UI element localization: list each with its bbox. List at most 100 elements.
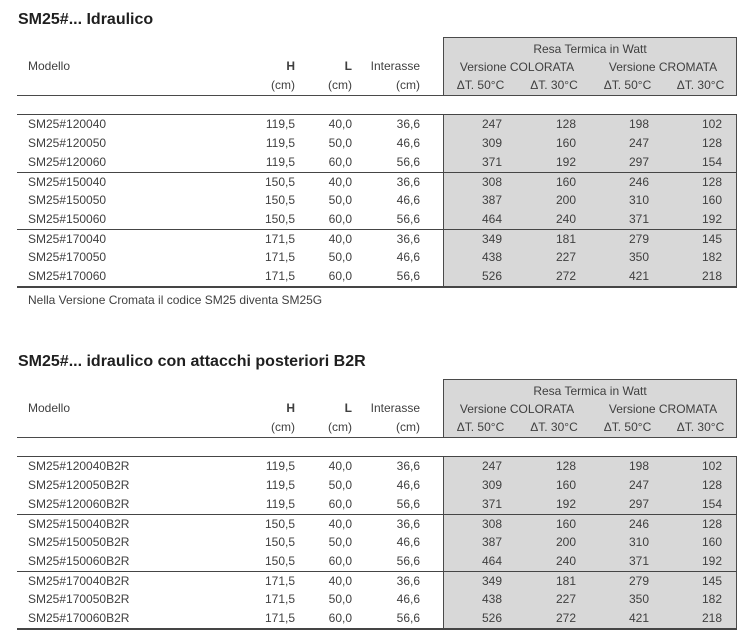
cell-h: 150,5 xyxy=(264,212,295,226)
table-section-idraulico: SM25#... Idraulico Modello H (cm) L (cm)… xyxy=(17,10,737,307)
cell-l: 50,0 xyxy=(328,193,352,207)
cell-l: 40,0 xyxy=(328,175,352,189)
cell-spacer xyxy=(420,572,443,590)
cell-colorata-dt30: 227 xyxy=(516,590,590,609)
cell-interasse: 36,6 xyxy=(396,117,420,131)
cell-interasse: 56,6 xyxy=(396,554,420,568)
table-row: SM25#170060 171,5 60,0 56,6 526 272 421 … xyxy=(17,267,737,286)
cell-cromata-dt50: 350 xyxy=(590,248,663,267)
cell-model: SM25#150060 xyxy=(28,212,107,226)
cell-model: SM25#170060B2R xyxy=(28,611,130,625)
cell-colorata-dt50: 438 xyxy=(443,248,516,267)
cell-colorata-dt50: 526 xyxy=(443,609,516,628)
table-row: SM25#170040 171,5 40,0 36,6 349 181 279 … xyxy=(17,229,737,248)
table-row: SM25#150050 150,5 50,0 46,6 387 200 310 … xyxy=(17,191,737,210)
table-row: SM25#120040B2R 119,5 40,0 36,6 247 128 1… xyxy=(17,457,737,476)
cell-model: SM25#150050 xyxy=(28,193,107,207)
cell-h: 150,5 xyxy=(264,554,295,568)
cell-colorata-dt50: 387 xyxy=(443,191,516,210)
cell-colorata-dt30: 181 xyxy=(516,230,590,248)
col-header-dt50-colorata: ΔT. 50°C xyxy=(456,78,505,92)
cell-colorata-dt30: 160 xyxy=(516,134,590,153)
cell-model: SM25#120060B2R xyxy=(28,497,130,511)
cell-cromata-dt30: 145 xyxy=(663,230,737,248)
table-row: SM25#150040 150,5 40,0 36,6 308 160 246 … xyxy=(17,172,737,191)
cell-colorata-dt30: 181 xyxy=(516,572,590,590)
table-header: Modello H (cm) L (cm) Interasse (cm) Res… xyxy=(17,379,737,438)
cell-colorata-dt50: 371 xyxy=(443,495,516,514)
cell-l: 50,0 xyxy=(328,250,352,264)
cell-spacer xyxy=(420,115,443,134)
cell-model: SM25#150040 xyxy=(28,175,107,189)
cell-h: 171,5 xyxy=(264,269,295,283)
cell-cromata-dt30: 102 xyxy=(663,457,737,476)
watt-group-title: Resa Termica in Watt xyxy=(533,384,647,398)
cell-colorata-dt30: 240 xyxy=(516,210,590,229)
cell-colorata-dt50: 308 xyxy=(443,515,516,533)
cell-colorata-dt50: 247 xyxy=(443,457,516,476)
col-header-dt30-colorata: ΔT. 30°C xyxy=(530,78,578,92)
cell-h: 150,5 xyxy=(264,193,295,207)
cell-colorata-dt30: 160 xyxy=(516,476,590,495)
cell-cromata-dt50: 279 xyxy=(590,572,663,590)
cell-interasse: 56,6 xyxy=(396,611,420,625)
cell-h: 171,5 xyxy=(264,592,295,606)
cell-colorata-dt30: 160 xyxy=(516,515,590,533)
table-row: SM25#170060B2R 171,5 60,0 56,6 526 272 4… xyxy=(17,609,737,628)
delta-t-headers: ΔT. 50°C ΔT. 30°C ΔT. 50°C ΔT. 30°C xyxy=(444,418,736,437)
col-header-l: L (cm) xyxy=(328,401,352,434)
cell-interasse: 56,6 xyxy=(396,155,420,169)
cell-cromata-dt30: 192 xyxy=(663,210,737,229)
col-header-dt30-cromata: ΔT. 30°C xyxy=(676,78,725,92)
cell-colorata-dt50: 247 xyxy=(443,115,516,134)
cell-cromata-dt30: 218 xyxy=(663,267,737,286)
cell-model: SM25#120040 xyxy=(28,117,107,131)
cell-colorata-dt50: 526 xyxy=(443,267,516,286)
cell-spacer xyxy=(420,191,443,210)
cell-cromata-dt30: 154 xyxy=(663,495,737,514)
cell-l: 60,0 xyxy=(328,611,352,625)
cell-interasse: 46,6 xyxy=(396,535,420,549)
cell-interasse: 36,6 xyxy=(396,459,420,473)
cell-cromata-dt30: 128 xyxy=(663,134,737,153)
cell-model: SM25#120050 xyxy=(28,136,107,150)
table-section-b2r: SM25#... idraulico con attacchi posterio… xyxy=(17,352,737,630)
table-body: SM25#120040 119,5 40,0 36,6 247 128 198 … xyxy=(17,114,737,288)
cell-spacer xyxy=(420,476,443,495)
cell-cromata-dt50: 246 xyxy=(590,515,663,533)
cell-cromata-dt50: 297 xyxy=(590,153,663,172)
cell-colorata-dt30: 272 xyxy=(516,267,590,286)
cell-h: 150,5 xyxy=(264,175,295,189)
cell-model: SM25#170040B2R xyxy=(28,574,130,588)
cell-colorata-dt30: 200 xyxy=(516,191,590,210)
cell-colorata-dt50: 387 xyxy=(443,533,516,552)
cell-interasse: 56,6 xyxy=(396,212,420,226)
cell-h: 119,5 xyxy=(265,155,295,169)
table-row: SM25#150060B2R 150,5 60,0 56,6 464 240 3… xyxy=(17,552,737,571)
cell-cromata-dt50: 350 xyxy=(590,590,663,609)
cell-model: SM25#170050B2R xyxy=(28,592,130,606)
cell-l: 40,0 xyxy=(328,117,352,131)
table-row: SM25#170050B2R 171,5 50,0 46,6 438 227 3… xyxy=(17,590,737,609)
cell-l: 60,0 xyxy=(328,155,352,169)
table-row: SM25#150060 150,5 60,0 56,6 464 240 371 … xyxy=(17,210,737,229)
cell-model: SM25#170040 xyxy=(28,232,107,246)
cell-spacer xyxy=(420,457,443,476)
col-header-versione-cromata: Versione CROMATA xyxy=(608,402,718,416)
cell-l: 40,0 xyxy=(328,517,352,531)
cell-interasse: 56,6 xyxy=(396,269,420,283)
cell-interasse: 46,6 xyxy=(396,136,420,150)
cell-model: SM25#150040B2R xyxy=(28,517,130,531)
cell-cromata-dt50: 247 xyxy=(590,134,663,153)
cell-colorata-dt50: 438 xyxy=(443,590,516,609)
cell-interasse: 56,6 xyxy=(396,497,420,511)
cell-interasse: 46,6 xyxy=(396,193,420,207)
table-title: SM25#... idraulico con attacchi posterio… xyxy=(18,353,366,370)
cell-l: 60,0 xyxy=(328,212,352,226)
cell-l: 50,0 xyxy=(328,535,352,549)
cell-colorata-dt50: 349 xyxy=(443,572,516,590)
cell-cromata-dt30: 218 xyxy=(663,609,737,628)
version-headers: Versione COLORATA Versione CROMATA xyxy=(444,400,736,418)
table-row: SM25#120040 119,5 40,0 36,6 247 128 198 … xyxy=(17,115,737,134)
cell-l: 40,0 xyxy=(328,574,352,588)
